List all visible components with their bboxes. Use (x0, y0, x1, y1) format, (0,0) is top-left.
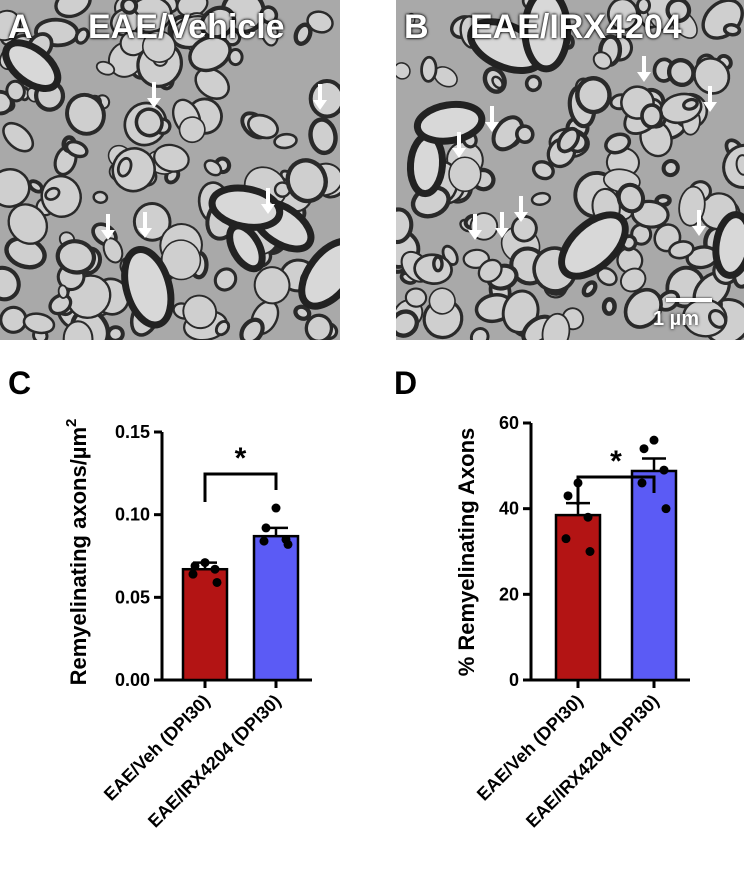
y-tick-label: 0.00 (115, 670, 150, 690)
y-tick-label: 0.10 (115, 505, 150, 525)
data-point (271, 503, 281, 513)
y-tick-label: 0.15 (115, 422, 150, 442)
data-point (283, 539, 293, 549)
white-arrow-icon (261, 188, 275, 214)
y-tick-label: 0 (509, 670, 519, 690)
x-tick-label: EAE/IRX4204 (DPI30) (522, 691, 663, 832)
data-point (585, 547, 595, 556)
white-arrow-icon (313, 84, 327, 110)
white-arrow-icon (495, 212, 509, 238)
data-point (637, 478, 647, 488)
data-point (639, 444, 649, 454)
panel-title-b: EAE/IRX4204 (470, 8, 682, 46)
data-point (661, 504, 671, 514)
data-point (583, 512, 593, 522)
scale-bar-label: 1 µm (653, 308, 699, 330)
micrograph-eae-vehicle: A EAE/Vehicle (0, 0, 340, 340)
data-point (659, 465, 669, 475)
data-point (210, 564, 220, 574)
y-tick-label: 60 (499, 413, 519, 433)
white-arrow-icon (485, 106, 499, 132)
panel-letter-c: C (8, 365, 31, 401)
significance-marker: * (235, 442, 247, 475)
scale-bar (666, 298, 712, 302)
significance-marker: * (610, 445, 622, 478)
bar (181, 567, 229, 682)
data-point (649, 435, 659, 445)
white-arrow-icon (703, 86, 717, 112)
white-arrow-icon (101, 214, 115, 240)
data-point (200, 558, 210, 568)
data-point (212, 577, 222, 587)
micrograph-eae-irx4204: B EAE/IRX4204 1 µm (396, 0, 744, 340)
significance-bracket (203, 472, 278, 502)
y-tick-label: 0.05 (115, 587, 150, 607)
data-point (563, 491, 573, 501)
data-point (561, 534, 571, 544)
data-point (188, 569, 198, 579)
panel-title-a: EAE/Vehicle (88, 8, 285, 46)
y-axis-label: Remyelinating axons/µm2 (63, 419, 91, 686)
y-tick-label: 40 (499, 499, 519, 519)
axon-texture (396, 0, 744, 340)
data-point (261, 523, 271, 533)
panel-letter-b: B (404, 8, 429, 46)
white-arrow-icon (692, 210, 706, 236)
y-axis-label: % Remyelinating Axons (454, 428, 479, 677)
micrograph-image (0, 0, 340, 340)
bar (554, 513, 602, 682)
y-axis-label-main: Remyelinating axons/µm (66, 427, 91, 685)
white-arrow-icon (637, 56, 651, 82)
panel-letter-d: D (394, 365, 417, 401)
data-point (190, 561, 200, 571)
significance-bracket (576, 475, 656, 505)
y-axis-label-text: % Remyelinating Axons (454, 428, 479, 677)
white-arrow-icon (147, 82, 161, 108)
axon-texture (0, 0, 340, 340)
chart-c: C Remyelinating axons/µm2 0.00 0.05 0.10 0.… (8, 365, 312, 831)
data-point (259, 536, 269, 546)
x-tick-label: EAE/IRX4204 (DPI30) (144, 691, 285, 832)
y-axis-label-text: Remyelinating axons/µm2 (63, 419, 91, 686)
white-arrow-icon (452, 132, 466, 158)
y-tick-label: 20 (499, 584, 519, 604)
panel-letter-a: A (8, 8, 33, 46)
white-arrow-icon (138, 212, 152, 238)
bar (630, 469, 678, 682)
bar (252, 534, 300, 682)
y-axis-label-superscript: 2 (63, 419, 80, 427)
white-arrow-icon (468, 214, 482, 240)
white-arrow-icon (514, 196, 528, 222)
micrograph-image (396, 0, 744, 340)
